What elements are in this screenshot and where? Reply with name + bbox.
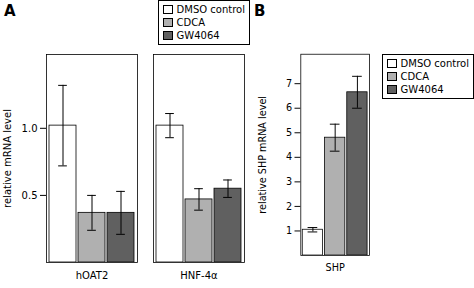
svg-text:6: 6 [286, 102, 292, 113]
svg-text:3: 3 [286, 176, 292, 187]
html-text:DMSO control: DMSO control [176, 4, 245, 15]
svg-text:5: 5 [286, 127, 292, 138]
html-text:DMSO control: DMSO control [400, 58, 469, 69]
html-text:CDCA: CDCA [400, 71, 430, 82]
svg-text:HNF-4α: HNF-4α [180, 270, 218, 281]
html-text:B: B [254, 2, 266, 20]
svg-text:7: 7 [286, 78, 292, 89]
svg-text:1: 1 [286, 225, 292, 236]
svg-text:SHP: SHP [326, 262, 345, 273]
svg-text:relative mRNA level: relative mRNA level [2, 109, 13, 208]
svg-text:0.5: 0.5 [22, 190, 38, 201]
svg-text:relative SHP mRNA level: relative SHP mRNA level [257, 96, 268, 214]
svg-text:4: 4 [286, 151, 292, 162]
html-text:GW4064: GW4064 [400, 84, 444, 95]
svg-text:2: 2 [286, 201, 292, 212]
html-text:A: A [4, 2, 16, 20]
svg-text:hOAT2: hOAT2 [76, 270, 109, 281]
svg-text:1.0: 1.0 [22, 123, 38, 134]
html-text:GW4064: GW4064 [176, 30, 220, 41]
html-text:CDCA: CDCA [176, 17, 206, 28]
